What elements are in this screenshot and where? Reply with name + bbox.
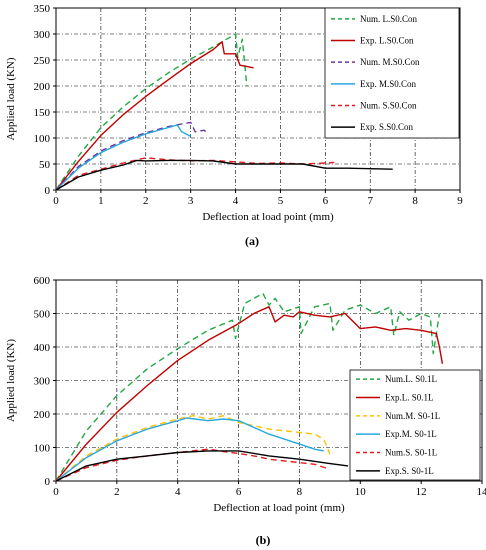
series-line-2 — [55, 121, 210, 191]
legend-entry: Num.M. S0-1L — [385, 411, 440, 421]
legend-entry: Num.S. S0-1L — [385, 448, 437, 458]
y-tick-label: 500 — [34, 309, 51, 321]
y-tick-label: 250 — [34, 55, 51, 67]
legend-entry: Exp. S.S0.Con — [360, 122, 414, 132]
y-tick-label: 0 — [45, 476, 51, 488]
x-tick-label: 4 — [175, 486, 181, 498]
legend-entry: Exp.S. S0-1L — [385, 466, 434, 476]
x-tick-label: 8 — [412, 195, 418, 207]
x-tick-label: 2 — [114, 486, 120, 498]
x-tick-label: 9 — [457, 195, 463, 207]
x-tick-label: 10 — [355, 486, 367, 498]
series-line-2 — [55, 415, 331, 482]
series-line-3 — [55, 124, 192, 191]
legend-entry: Exp. L.S0.Con — [360, 36, 414, 46]
series-group — [55, 33, 393, 191]
y-tick-label: 100 — [34, 133, 51, 145]
series-line-1 — [55, 41, 254, 191]
x-tick-label: 8 — [297, 486, 303, 498]
x-tick-label: 6 — [236, 486, 242, 498]
legend-entry: Exp. M.S0.Con — [360, 79, 417, 89]
y-tick-label: 100 — [34, 443, 51, 455]
legend-box — [324, 7, 460, 139]
x-tick-label: 14 — [477, 486, 486, 498]
x-tick-label: 3 — [188, 195, 194, 207]
x-tick-label: 7 — [367, 195, 373, 207]
x-tick-label: 12 — [416, 486, 427, 498]
y-tick-label: 300 — [34, 376, 51, 388]
x-tick-label: 5 — [278, 195, 284, 207]
x-tick-label: 4 — [233, 195, 239, 207]
panel-caption: (a) — [245, 234, 259, 248]
y-tick-label: 600 — [34, 275, 51, 287]
panel-caption: (b) — [256, 533, 271, 547]
y-tick-label: 0 — [45, 185, 51, 197]
y-tick-label: 400 — [34, 342, 51, 354]
legend: Num. L.S0.Con Exp. L.S0.Con Num. M.S0.Con E… — [324, 7, 460, 139]
series-line-0 — [55, 33, 248, 191]
y-tick-label: 200 — [34, 409, 51, 421]
legend-entry: Exp.L. S0.1L — [385, 393, 434, 403]
legend-entry: Num. S.S0.Con — [360, 101, 417, 111]
legend-entry: Num. M.S0.Con — [360, 57, 420, 67]
x-axis-label: Deflection at load point (mm) — [202, 211, 334, 223]
series-line-0 — [55, 292, 441, 482]
series-line-1 — [55, 306, 444, 482]
y-tick-label: 200 — [34, 81, 51, 93]
x-tick-label: 6 — [323, 195, 329, 207]
y-tick-label: 50 — [39, 159, 51, 171]
legend-entry: Num.L. S0.1L — [385, 374, 437, 384]
series-line-5 — [55, 159, 393, 191]
legend: Num.L. S0.1L Exp.L. S0.1L Num.M. S0-1L Exp.… — [349, 369, 481, 481]
series-line-3 — [55, 417, 324, 482]
y-tick-label: 350 — [34, 3, 51, 15]
chart-panel-b: 0 2 4 6 8 10 12 14 0 100 200 300 400 500 600 Deflection… — [5, 275, 486, 547]
y-axis-label: Applied load (KN) — [5, 339, 17, 422]
y-tick-label: 150 — [34, 107, 51, 119]
x-tick-label: 0 — [53, 486, 59, 498]
x-tick-label: 1 — [98, 195, 104, 207]
y-tick-label: 300 — [34, 29, 51, 41]
legend-entry: Exp.M. S0-1L — [385, 429, 437, 439]
series-group — [55, 292, 444, 482]
y-axis-label: Applied load (KN) — [5, 57, 17, 140]
legend-box — [349, 369, 481, 481]
legend-entry: Num. L.S0.Con — [360, 14, 418, 24]
x-axis-label: Deflection at load point (mm) — [213, 502, 345, 514]
chart-panel-a: 0 1 2 3 4 5 6 7 8 9 0 50 100 150 200 250 300 350 Deflectio… — [5, 3, 463, 248]
x-tick-label: 0 — [53, 195, 59, 207]
series-line-5 — [55, 450, 349, 482]
x-tick-label: 2 — [143, 195, 149, 207]
